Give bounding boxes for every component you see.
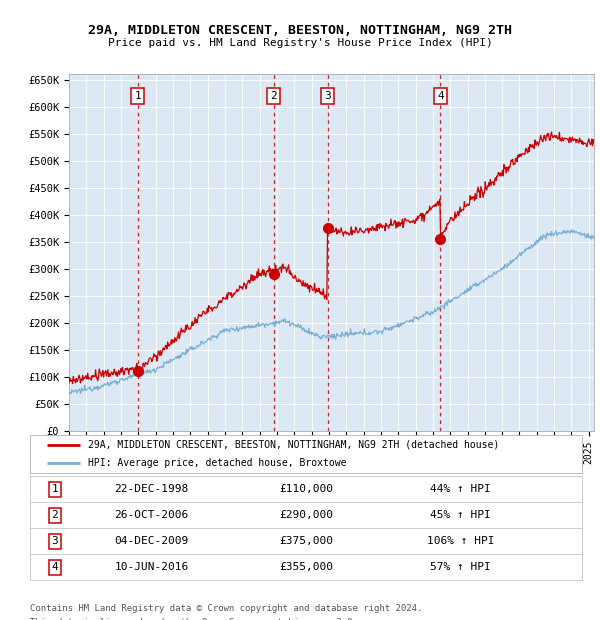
Text: HPI: Average price, detached house, Broxtowe: HPI: Average price, detached house, Brox… [88,458,346,467]
Text: 10-JUN-2016: 10-JUN-2016 [115,562,188,572]
Text: £375,000: £375,000 [279,536,333,546]
Text: 04-DEC-2009: 04-DEC-2009 [115,536,188,546]
Text: 1: 1 [52,484,58,494]
Text: £110,000: £110,000 [279,484,333,494]
Text: 22-DEC-1998: 22-DEC-1998 [115,484,188,494]
Text: 29A, MIDDLETON CRESCENT, BEESTON, NOTTINGHAM, NG9 2TH: 29A, MIDDLETON CRESCENT, BEESTON, NOTTIN… [88,24,512,37]
Text: 4: 4 [52,562,58,572]
Text: Price paid vs. HM Land Registry's House Price Index (HPI): Price paid vs. HM Land Registry's House … [107,38,493,48]
Text: 106% ↑ HPI: 106% ↑ HPI [427,536,494,546]
Text: 2: 2 [52,510,58,520]
Text: 1: 1 [134,91,141,101]
Text: 2: 2 [271,91,277,101]
Text: 3: 3 [324,91,331,101]
Text: £355,000: £355,000 [279,562,333,572]
Text: £290,000: £290,000 [279,510,333,520]
Text: 29A, MIDDLETON CRESCENT, BEESTON, NOTTINGHAM, NG9 2TH (detached house): 29A, MIDDLETON CRESCENT, BEESTON, NOTTIN… [88,440,499,450]
Text: Contains HM Land Registry data © Crown copyright and database right 2024.: Contains HM Land Registry data © Crown c… [30,604,422,613]
Text: 3: 3 [52,536,58,546]
Text: 26-OCT-2006: 26-OCT-2006 [115,510,188,520]
Text: 44% ↑ HPI: 44% ↑ HPI [430,484,491,494]
Text: 4: 4 [437,91,444,101]
Text: This data is licensed under the Open Government Licence v3.0.: This data is licensed under the Open Gov… [30,618,358,620]
Text: 57% ↑ HPI: 57% ↑ HPI [430,562,491,572]
Text: 45% ↑ HPI: 45% ↑ HPI [430,510,491,520]
